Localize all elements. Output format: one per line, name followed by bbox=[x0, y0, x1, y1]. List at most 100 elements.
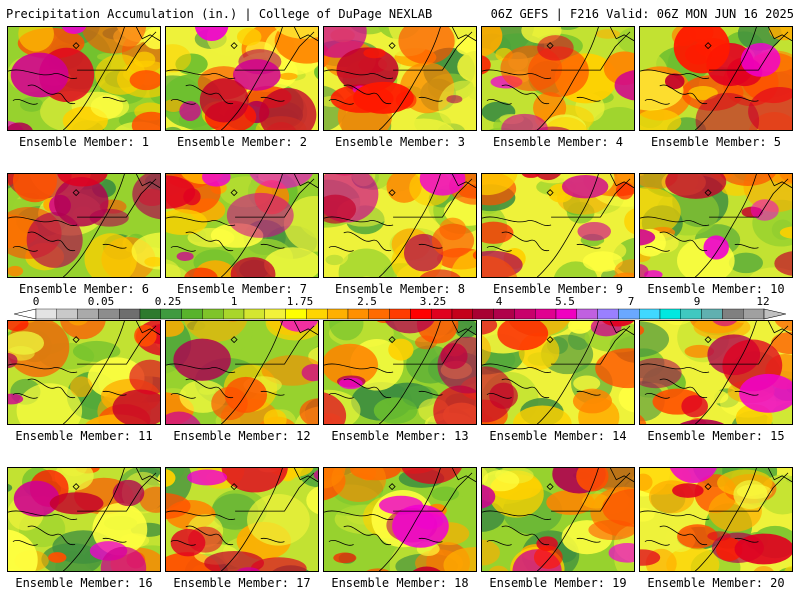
precip-map-svg bbox=[8, 27, 160, 130]
map-boundary bbox=[551, 178, 631, 218]
location-marker bbox=[546, 189, 554, 197]
map-boundary bbox=[260, 96, 285, 102]
map-boundary bbox=[12, 540, 38, 546]
precip-colorbar bbox=[14, 308, 786, 320]
precip-map-svg bbox=[482, 174, 634, 277]
precip-blob bbox=[602, 488, 634, 527]
precip-blob bbox=[204, 550, 265, 571]
precip-map-svg bbox=[324, 174, 476, 277]
precip-blob bbox=[16, 383, 83, 424]
ensemble-member-label: Ensemble Member: 20 bbox=[647, 576, 785, 590]
precip-blob bbox=[640, 325, 645, 336]
ensemble-member-map bbox=[639, 320, 793, 425]
map-boundary bbox=[235, 472, 315, 512]
map-boundary bbox=[77, 325, 157, 365]
precip-blob bbox=[144, 256, 160, 267]
ensemble-member-label: Ensemble Member: 11 bbox=[15, 429, 153, 443]
map-boundary bbox=[609, 321, 634, 336]
precip-blob bbox=[324, 245, 349, 268]
precip-blob bbox=[68, 321, 88, 326]
precip-blob bbox=[707, 531, 731, 541]
precip-blob bbox=[366, 568, 390, 571]
precip-map-svg bbox=[166, 174, 318, 277]
precip-blob bbox=[640, 229, 656, 246]
precip-blob bbox=[695, 92, 760, 130]
map-boundary bbox=[576, 537, 601, 543]
location-marker bbox=[704, 483, 712, 491]
precip-blob bbox=[664, 73, 685, 90]
precip-blob bbox=[84, 233, 137, 277]
precip-blob bbox=[250, 557, 307, 571]
map-boundary bbox=[659, 525, 708, 545]
map-boundary bbox=[324, 216, 394, 226]
precip-blob bbox=[363, 47, 386, 59]
precip-blob bbox=[70, 376, 93, 398]
precip-blob bbox=[170, 528, 206, 557]
precip-blob bbox=[438, 80, 476, 130]
precip-blob bbox=[431, 223, 475, 258]
location-marker bbox=[546, 336, 554, 344]
precip-blob bbox=[329, 321, 364, 341]
ensemble-member-map bbox=[323, 26, 477, 131]
location-marker bbox=[388, 189, 396, 197]
map-boundary bbox=[166, 363, 236, 373]
colorbar-segment bbox=[743, 308, 765, 320]
precip-blob bbox=[779, 174, 792, 184]
precip-blob bbox=[577, 221, 612, 241]
precip-blob bbox=[48, 552, 67, 563]
precip-blob bbox=[740, 42, 781, 77]
map-boundary bbox=[767, 174, 792, 189]
colorbar-tick-label: 12 bbox=[756, 295, 770, 308]
precip-blob bbox=[640, 321, 670, 358]
precip-blob bbox=[388, 338, 414, 361]
header-title: Precipitation Accumulation (in.) | Colle… bbox=[6, 7, 433, 21]
precip-blob bbox=[12, 174, 57, 203]
colorbar-segment bbox=[368, 308, 390, 320]
colorbar-segment bbox=[618, 308, 640, 320]
colorbar-segment bbox=[451, 308, 473, 320]
precip-blob bbox=[640, 473, 653, 491]
precip-blob bbox=[139, 486, 160, 513]
precip-blob bbox=[640, 109, 682, 130]
map-boundary bbox=[482, 510, 552, 520]
precip-blob bbox=[173, 338, 231, 381]
map-boundary bbox=[170, 99, 196, 105]
precip-blob bbox=[521, 174, 541, 178]
precip-blob bbox=[644, 270, 663, 277]
precip-blob bbox=[132, 174, 160, 220]
precip-blob bbox=[10, 52, 69, 98]
ensemble-member-map bbox=[7, 467, 161, 572]
colorbar-tick-label: 0 bbox=[32, 295, 40, 308]
map-boundary bbox=[709, 325, 789, 365]
precip-blob bbox=[112, 479, 145, 507]
colorbar-segment bbox=[701, 308, 723, 320]
map-boundary bbox=[343, 378, 392, 398]
precip-map-svg bbox=[324, 27, 476, 130]
map-boundary bbox=[482, 216, 552, 226]
colorbar-segment bbox=[306, 308, 328, 320]
map-boundary bbox=[166, 216, 236, 226]
map-boundary bbox=[343, 84, 392, 104]
map-boundary bbox=[501, 525, 550, 545]
map-boundary bbox=[77, 178, 157, 218]
precip-blob bbox=[398, 27, 455, 65]
ensemble-member-label: Ensemble Member: 1 bbox=[18, 135, 150, 149]
map-boundary bbox=[451, 174, 476, 189]
precip-blob bbox=[339, 377, 363, 390]
precip-blob bbox=[57, 174, 108, 187]
ensemble-member-label: Ensemble Member: 17 bbox=[173, 576, 311, 590]
precip-blob bbox=[72, 340, 121, 362]
map-boundary bbox=[166, 510, 236, 520]
map-boundary bbox=[166, 69, 236, 79]
precip-blob bbox=[482, 539, 500, 566]
precip-blob bbox=[482, 174, 518, 196]
precip-blob bbox=[457, 50, 476, 83]
ensemble-member-map bbox=[7, 173, 161, 278]
map-boundary bbox=[537, 174, 599, 277]
precip-blob bbox=[8, 393, 24, 405]
map-boundary bbox=[235, 31, 315, 71]
map-boundary bbox=[135, 27, 160, 42]
precip-blob bbox=[488, 565, 509, 571]
precip-blob bbox=[226, 192, 294, 238]
colorbar-segment bbox=[514, 308, 536, 320]
